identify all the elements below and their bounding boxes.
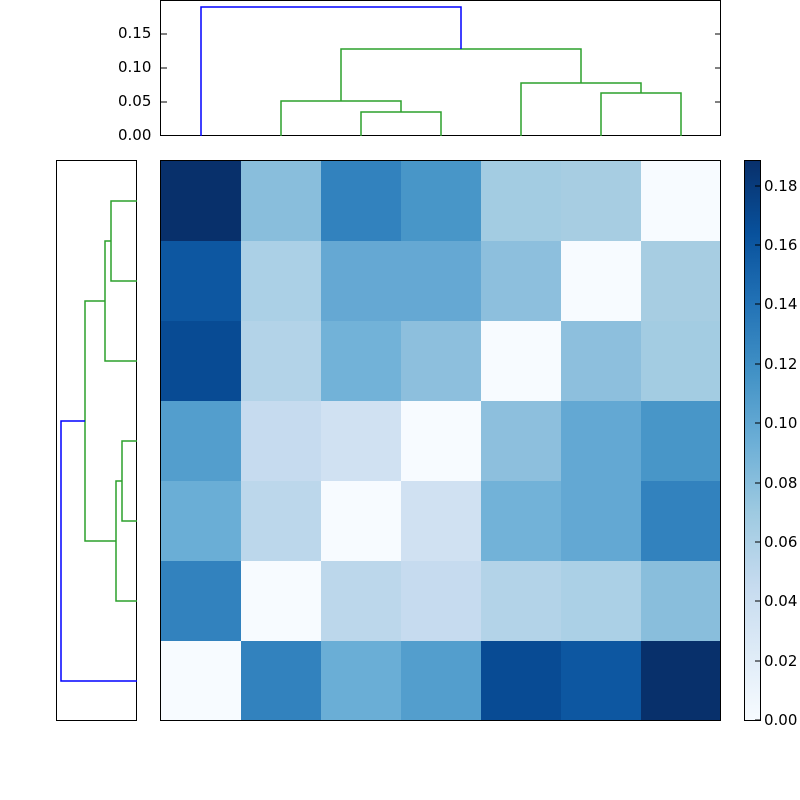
heatmap-cell <box>401 401 481 481</box>
heatmap-cell <box>161 321 241 401</box>
colorbar-tick-label: 0.08 <box>764 474 798 492</box>
heatmap-cell <box>321 161 401 241</box>
heatmap-cell <box>161 481 241 561</box>
left-dendrogram-panel <box>56 160 137 721</box>
heatmap-cell <box>401 561 481 641</box>
heatmap-cell <box>321 401 401 481</box>
heatmap-cell <box>241 241 321 321</box>
heatmap-cell <box>481 321 561 401</box>
heatmap-cell <box>481 481 561 561</box>
top-ytick-label: 0.05 <box>118 92 152 110</box>
heatmap-cell <box>241 481 321 561</box>
heatmap-cell <box>561 241 641 321</box>
colorbar-tick-label: 0.02 <box>764 652 798 670</box>
colorbar <box>744 160 761 721</box>
heatmap-cell <box>401 641 481 720</box>
top-ytick-label: 0.10 <box>118 58 152 76</box>
heatmap-cell <box>641 481 720 561</box>
colorbar-tick-label: 0.00 <box>764 711 798 729</box>
heatmap-cell <box>401 241 481 321</box>
heatmap-cell <box>641 641 720 720</box>
colorbar-tick-label: 0.18 <box>764 177 798 195</box>
heatmap-cell <box>241 401 321 481</box>
heatmap-cell <box>561 481 641 561</box>
heatmap-cell <box>241 161 321 241</box>
heatmap-cell <box>161 401 241 481</box>
heatmap-grid <box>161 161 720 720</box>
heatmap-cell <box>561 641 641 720</box>
heatmap-cell <box>321 641 401 720</box>
heatmap-cell <box>561 321 641 401</box>
heatmap-cell <box>401 481 481 561</box>
heatmap-cell <box>481 641 561 720</box>
heatmap-cell <box>401 161 481 241</box>
heatmap-cell <box>241 561 321 641</box>
colorbar-tick-label: 0.16 <box>764 236 798 254</box>
top-ytick-label: 0.15 <box>118 24 152 42</box>
top-dendrogram-panel <box>160 0 721 136</box>
top-ytick-label: 0.00 <box>118 126 152 144</box>
heatmap-cell <box>561 161 641 241</box>
heatmap-cell <box>161 161 241 241</box>
heatmap-cell <box>641 321 720 401</box>
heatmap-cell <box>481 561 561 641</box>
heatmap-cell <box>561 561 641 641</box>
top-dendrogram <box>161 6 721 136</box>
heatmap-cell <box>481 161 561 241</box>
heatmap-panel <box>160 160 721 721</box>
heatmap-cell <box>481 241 561 321</box>
heatmap-cell <box>241 321 321 401</box>
heatmap-cell <box>641 241 720 321</box>
heatmap-cell <box>481 401 561 481</box>
heatmap-cell <box>321 321 401 401</box>
heatmap-cell <box>321 241 401 321</box>
heatmap-cell <box>641 401 720 481</box>
heatmap-cell <box>161 561 241 641</box>
colorbar-tick-label: 0.10 <box>764 414 798 432</box>
heatmap-cell <box>641 561 720 641</box>
colorbar-tick-label: 0.12 <box>764 355 798 373</box>
heatmap-cell <box>561 401 641 481</box>
left-dendrogram <box>60 200 137 682</box>
heatmap-cell <box>321 561 401 641</box>
colorbar-tick-label: 0.06 <box>764 533 798 551</box>
colorbar-tick-label: 0.14 <box>764 295 798 313</box>
colorbar-tick-label: 0.04 <box>764 592 798 610</box>
heatmap-cell <box>641 161 720 241</box>
heatmap-cell <box>321 481 401 561</box>
heatmap-cell <box>161 241 241 321</box>
heatmap-cell <box>241 641 321 720</box>
heatmap-cell <box>161 641 241 720</box>
heatmap-cell <box>401 321 481 401</box>
